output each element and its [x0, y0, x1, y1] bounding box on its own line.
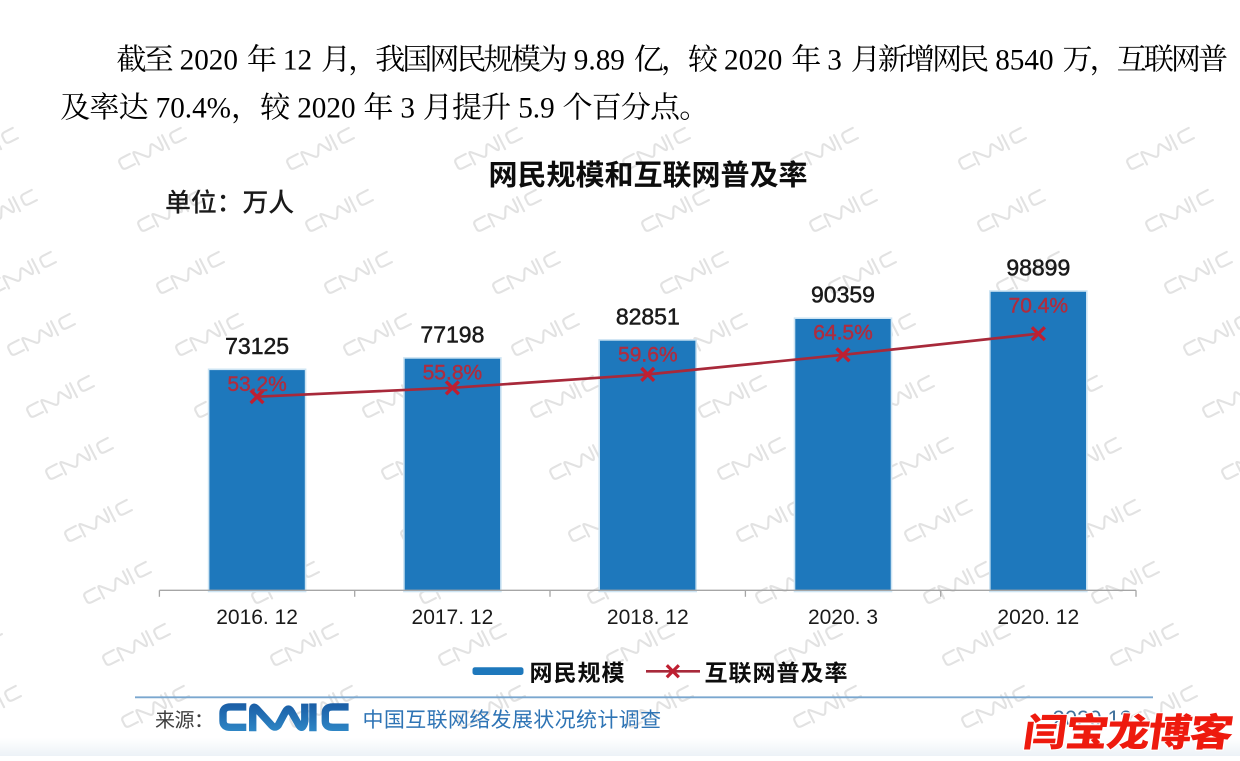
svg-text:55.8%: 55.8%	[423, 361, 483, 384]
svg-text:82851: 82851	[616, 303, 680, 329]
svg-text:2020: 2020	[180, 45, 238, 77]
svg-text:9.89: 9.89	[574, 45, 625, 77]
svg-text:8540: 8540	[995, 45, 1053, 77]
svg-text:2017. 12: 2017. 12	[412, 606, 494, 629]
svg-text:12: 12	[283, 45, 312, 77]
svg-text:3: 3	[400, 93, 415, 125]
svg-text:70.4%: 70.4%	[156, 93, 231, 125]
svg-text:73125: 73125	[225, 333, 289, 359]
svg-text:64.5%: 64.5%	[813, 322, 873, 345]
svg-text:2020. 3: 2020. 3	[808, 606, 878, 629]
svg-text:2018. 12: 2018. 12	[607, 606, 689, 629]
svg-text:77198: 77198	[420, 321, 484, 347]
svg-text:70.4%: 70.4%	[1009, 295, 1069, 318]
svg-text:5.9: 5.9	[518, 93, 554, 125]
svg-text:2016. 12: 2016. 12	[216, 606, 298, 629]
svg-text:2020: 2020	[724, 45, 782, 77]
svg-text:98899: 98899	[1006, 255, 1070, 281]
svg-text:59.6%: 59.6%	[618, 343, 678, 366]
svg-text:2020: 2020	[297, 93, 355, 125]
svg-text:53.2%: 53.2%	[227, 373, 287, 396]
svg-text:2020. 12: 2020. 12	[997, 606, 1079, 629]
svg-text:3: 3	[827, 45, 842, 77]
svg-text:90359: 90359	[811, 282, 875, 308]
